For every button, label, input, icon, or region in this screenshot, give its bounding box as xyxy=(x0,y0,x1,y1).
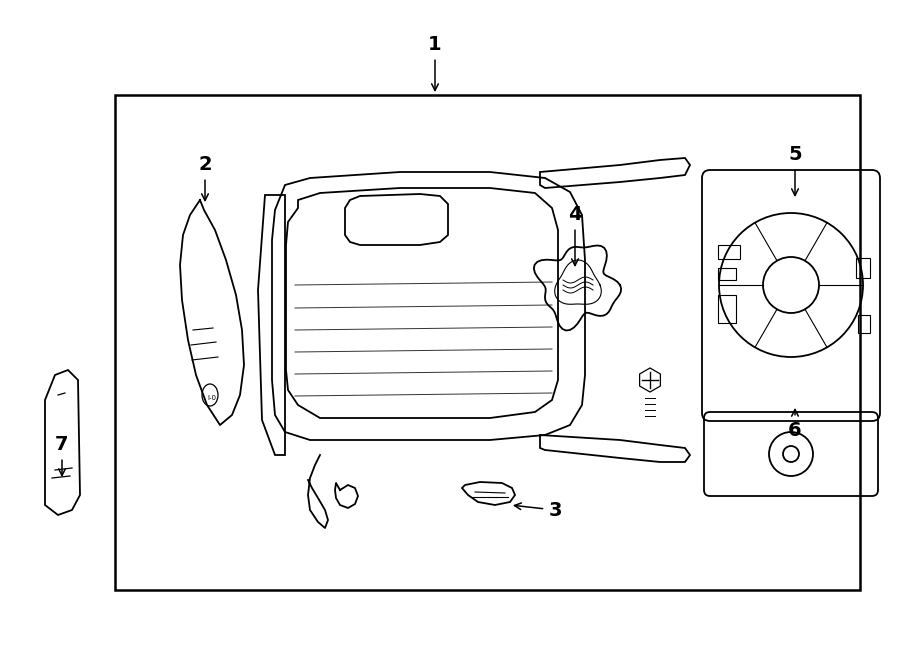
Text: 4: 4 xyxy=(568,206,581,266)
Text: 6: 6 xyxy=(788,410,802,440)
Bar xyxy=(718,268,736,280)
Bar xyxy=(718,245,740,259)
Text: 2: 2 xyxy=(198,155,212,200)
Bar xyxy=(718,295,736,323)
Text: l-0: l-0 xyxy=(207,395,216,401)
Text: 1: 1 xyxy=(428,36,442,91)
Bar xyxy=(858,315,870,333)
Bar xyxy=(115,95,860,590)
Bar xyxy=(856,258,870,278)
Text: 5: 5 xyxy=(788,145,802,196)
Text: 3: 3 xyxy=(515,500,562,520)
Text: 7: 7 xyxy=(55,436,68,475)
